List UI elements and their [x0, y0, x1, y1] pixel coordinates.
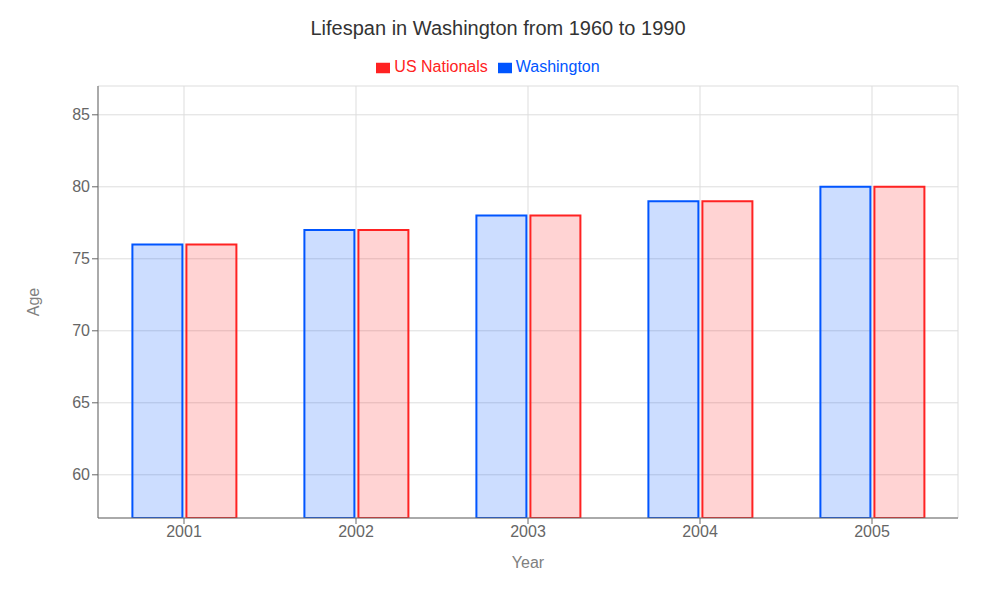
svg-text:Age: Age [25, 288, 42, 317]
svg-text:2002: 2002 [338, 523, 374, 540]
svg-text:60: 60 [72, 466, 90, 483]
html-text:US Nationals: US Nationals [394, 58, 488, 75]
svg-text:2003: 2003 [510, 523, 546, 540]
html-text:Lifespan in Washington from 19: Lifespan in Washington from 1960 to 1990 [310, 17, 686, 39]
html-text:Washington: Washington [515, 58, 600, 75]
svg-text:2005: 2005 [854, 523, 890, 540]
svg-text:80: 80 [72, 178, 90, 195]
svg-text:2004: 2004 [682, 523, 718, 540]
svg-text:Year: Year [512, 554, 545, 571]
svg-text:75: 75 [72, 250, 90, 267]
svg-text:70: 70 [72, 322, 90, 339]
svg-text:85: 85 [72, 106, 90, 123]
svg-text:65: 65 [72, 394, 90, 411]
svg-text:2001: 2001 [166, 523, 202, 540]
